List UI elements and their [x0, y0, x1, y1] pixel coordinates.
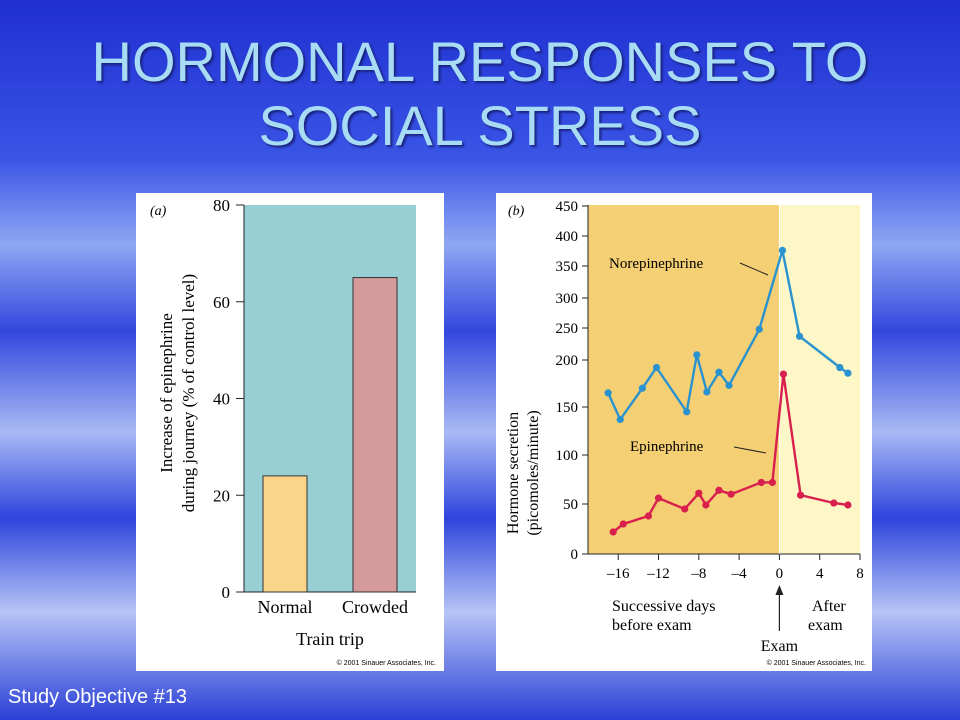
norepinephrine-point [638, 384, 646, 392]
norepinephrine-label: Norepinephrine [609, 256, 703, 272]
epinephrine-point [619, 520, 627, 528]
panel-b-y-label-line1: Hormone secretion [505, 412, 522, 534]
panel-b-y-tick-label: 300 [556, 291, 579, 307]
epinephrine-point [727, 490, 735, 498]
exam-arrow [775, 585, 784, 631]
after-exam-label-line1: After [812, 598, 846, 615]
slide-title: HORMONAL RESPONSES TO SOCIAL STRESS [0, 30, 960, 158]
panel-b-y-tick-label: 450 [556, 199, 579, 215]
before-exam-label-line2: before exam [612, 617, 692, 634]
norepinephrine-point [795, 332, 804, 340]
panel-a-y-tick-label: 80 [213, 196, 230, 215]
exam-label: Exam [761, 638, 799, 655]
panel-a-copyright: © 2001 Sinauer Associates, Inc. [337, 659, 436, 667]
panel-b-y-tick-label: 200 [556, 353, 579, 369]
epinephrine-point [681, 505, 689, 513]
norepinephrine-point [844, 369, 852, 377]
norepinephrine-point [836, 363, 844, 372]
after-exam-label-line2: exam [808, 617, 843, 634]
panel-b-x-tick-label: 8 [856, 566, 864, 582]
panel-a-bars [262, 277, 398, 593]
panel-a-y-tick-label: 0 [222, 583, 231, 602]
epinephrine-point [715, 486, 723, 494]
panel-b-y-label: Hormone secretion (picomoles/minute) [505, 410, 542, 535]
epinephrine-point [768, 478, 776, 487]
epinephrine-label: Epinephrine [630, 439, 704, 455]
epinephrine-point [609, 528, 617, 536]
panel-b-y-tick-label: 250 [556, 321, 579, 337]
epinephrine-point [796, 491, 805, 499]
norepinephrine-point [683, 408, 691, 416]
epinephrine-point [695, 489, 703, 497]
bar-chart-svg: (a) 0 20 40 60 80 Normal Crowded Train trip I… [150, 196, 436, 667]
panel-a-x-label: Train trip [296, 629, 364, 649]
title-line-2: SOCIAL STRESS [258, 94, 702, 157]
panel-b-y-tick-label: 50 [563, 497, 578, 513]
panel-a-y-label-line2: during journey (% of control level) [179, 274, 198, 512]
panel-b-y-tick-label: 100 [556, 448, 579, 464]
norepinephrine-point [652, 363, 661, 372]
epinephrine-point [702, 501, 710, 509]
norepinephrine-point [755, 325, 763, 333]
panel-a-y-ticks: 0 20 40 60 80 [213, 196, 244, 602]
panel-b-y-label-line2: (picomoles/minute) [525, 410, 542, 535]
panel-b-series [604, 246, 852, 536]
panel-b-x-tick-label: 4 [816, 566, 824, 582]
panel-b-y-tick-label: 0 [571, 547, 579, 563]
panel-b-x-tick-label: –4 [731, 566, 748, 582]
panel-b-after-exam-region [779, 205, 860, 554]
panel-b-y-tick-label: 150 [556, 400, 579, 416]
panel-a-label: (a) [150, 204, 167, 219]
norepinephrine-point [604, 389, 612, 397]
epinephrine-point [644, 512, 653, 520]
epinephrine-point [757, 478, 765, 487]
norepinephrine-point [725, 381, 733, 389]
panel-b-x-tick-label: –8 [690, 566, 706, 582]
norepinephrine-point [693, 351, 701, 359]
panel-a-category-label: Crowded [342, 597, 408, 617]
before-exam-label-line1: Successive days [612, 598, 716, 615]
epinephrine-point [844, 501, 852, 509]
panel-b-x-tick-label: 0 [776, 566, 784, 582]
panel-a-y-label-line1: Increase of epinephrine [157, 313, 176, 473]
panel-b-label: (b) [508, 204, 525, 219]
epinephrine-point [779, 370, 788, 378]
panel-b-y-tick-label: 400 [556, 229, 579, 245]
epinephrine-point [830, 499, 838, 507]
chart-panel-a: (a) 0 20 40 60 80 Normal Crowded Train trip I… [136, 193, 444, 671]
bar-normal [262, 475, 308, 593]
norepinephrine-point [703, 388, 711, 396]
study-objective-footer: Study Objective #13 [8, 686, 187, 708]
chart-panel-b: (b) 0 50 100 150 200 250 300 350 400 450 –16 –12 –8… [496, 193, 872, 671]
panel-a-y-tick-label: 60 [213, 293, 230, 312]
panel-b-x-ticks: –16 –12 –8 –4 0 4 8 [606, 554, 864, 582]
norepinephrine-point [616, 415, 624, 424]
panel-a-y-tick-label: 40 [213, 390, 230, 409]
panel-a-y-tick-label: 20 [213, 486, 230, 505]
bar-crowded [352, 277, 398, 593]
epinephrine-point [654, 494, 663, 502]
panel-a-category-labels: Normal Crowded [258, 597, 408, 617]
panel-b-x-tick-label: –16 [606, 566, 630, 582]
panel-b-before-exam-region [588, 205, 780, 554]
line-chart-svg: (b) 0 50 100 150 200 250 300 350 400 450 –16 –12 –8… [505, 199, 866, 667]
panel-b-y-ticks: 0 50 100 150 200 250 300 350 400 450 [556, 199, 588, 563]
norepinephrine-point [778, 246, 787, 254]
norepinephrine-line [607, 250, 849, 422]
exam-arrow-head [775, 585, 784, 595]
epinephrine-leader-line [733, 446, 767, 454]
title-line-1: HORMONAL RESPONSES TO [91, 30, 869, 93]
panel-a-y-label: Increase of epinephrine during journey (… [157, 274, 198, 512]
panel-b-copyright: © 2001 Sinauer Associates, Inc. [767, 659, 866, 667]
norepinephrine-point [715, 368, 723, 376]
panel-b-x-tick-label: –12 [646, 566, 670, 582]
panel-b-y-tick-label: 350 [556, 259, 579, 275]
panel-a-category-label: Normal [258, 597, 313, 617]
norepinephrine-leader-line [739, 262, 769, 276]
